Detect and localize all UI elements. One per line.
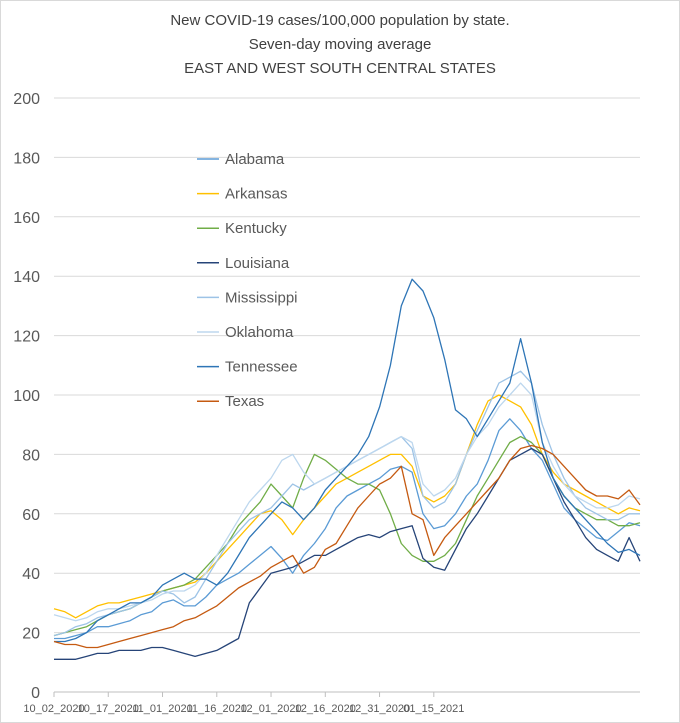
legend-label-mississippi: Mississippi — [225, 289, 298, 306]
x-tick-label: 12_16_2020 — [295, 703, 356, 715]
x-tick-label: 01_15_2021 — [403, 703, 464, 715]
y-tick-label: 80 — [22, 447, 40, 464]
series-lines — [53, 278, 641, 660]
y-tick-label: 140 — [13, 269, 40, 286]
y-tick-label: 160 — [13, 210, 40, 227]
y-tick-label: 120 — [13, 329, 40, 346]
x-axis: 10_02_202010_17_202011_01_202011_16_2020… — [23, 692, 464, 715]
series-line-tennessee — [54, 278, 641, 643]
series-line-oklahoma — [53, 382, 641, 622]
chart-title: New COVID-19 cases/100,000 population by… — [170, 12, 510, 29]
x-tick-label: 10_02_2020 — [23, 703, 84, 715]
legend-label-tennessee: Tennessee — [225, 359, 298, 376]
legend-label-arkansas: Arkansas — [225, 186, 288, 203]
legend: Alabama Arkansas Kentucky Louisiana Mississi… — [197, 151, 298, 410]
x-tick-label: 10_17_2020 — [78, 703, 139, 715]
y-tick-label: 60 — [22, 507, 40, 524]
legend-label-alabama: Alabama — [225, 151, 285, 168]
y-tick-label: 0 — [31, 685, 40, 702]
series-line-arkansas — [53, 394, 641, 619]
x-tick-label: 12_31_2020 — [349, 703, 410, 715]
legend-label-oklahoma: Oklahoma — [225, 324, 294, 341]
x-tick-label: 12_01_2020 — [240, 703, 301, 715]
y-tick-label: 100 — [13, 388, 40, 405]
series-line-mississippi — [53, 370, 640, 637]
x-tick-label: 11_16_2020 — [187, 703, 247, 715]
legend-label-texas: Texas — [225, 393, 264, 410]
y-tick-label: 180 — [13, 150, 40, 167]
chart-subtitle-2: EAST AND WEST SOUTH CENTRAL STATES — [184, 60, 496, 77]
legend-label-kentucky: Kentucky — [225, 220, 287, 237]
series-line-alabama — [54, 418, 641, 640]
y-tick-label: 20 — [22, 626, 40, 643]
series-line-texas — [53, 444, 641, 649]
y-tick-label: 200 — [13, 91, 40, 108]
legend-label-louisiana: Louisiana — [225, 255, 290, 272]
series-line-louisiana — [54, 447, 641, 660]
x-tick-label: 11_01_2020 — [132, 703, 192, 715]
y-tick-label: 40 — [22, 566, 40, 583]
y-axis: 0 20 40 60 80 100 120 140 160 180 200 — [13, 91, 40, 702]
chart-subtitle: Seven-day moving average — [248, 36, 432, 53]
